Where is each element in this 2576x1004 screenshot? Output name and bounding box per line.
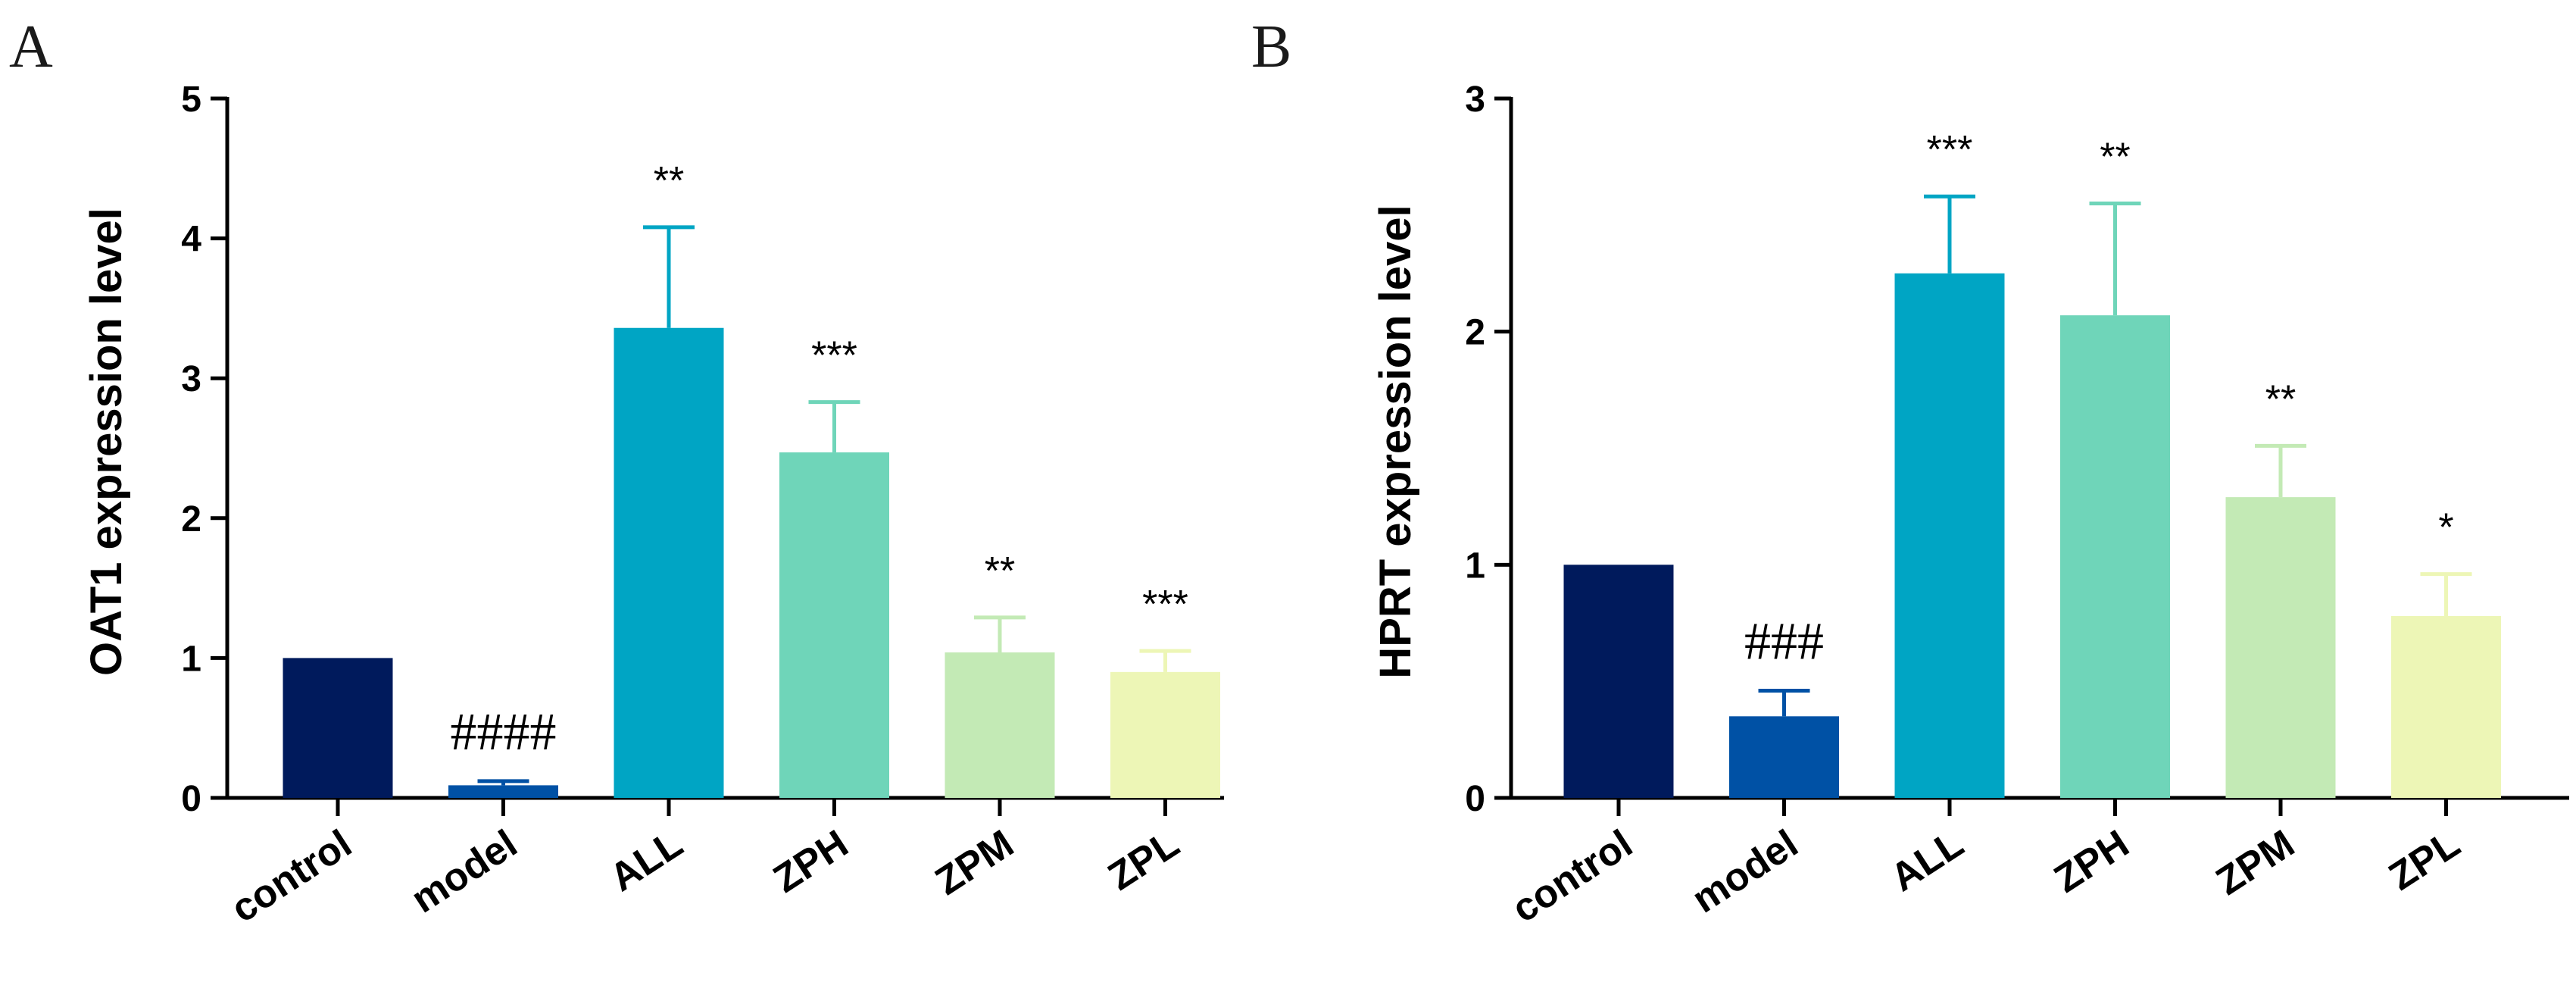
panel-a-annotation-zpl: *** — [1142, 583, 1188, 627]
panel-b-annotation-zph: ** — [2100, 135, 2130, 179]
panel-a-letter: A — [9, 14, 53, 80]
panel-a-plot-area: 0 1 2 3 4 5 control #### model ** ALL *** ZPH ** ZPM **… — [181, 80, 1224, 931]
panel-a-annotation-model: #### — [451, 703, 557, 762]
panel-b-annotation-all: *** — [1927, 128, 1973, 172]
panel-a-category-label-all: ALL — [602, 821, 690, 900]
panel-b-letter: B — [1251, 14, 1291, 80]
panel-a-category-label-control: control — [223, 821, 359, 931]
panel-a-y-tick-label: 0 — [181, 779, 201, 819]
panel-b-y-tick-label: 0 — [1465, 779, 1485, 819]
panel-b-annotation-model: ### — [1744, 612, 1824, 671]
panel-b-y-tick-label: 3 — [1465, 80, 1485, 120]
panel-b-bar-model — [1729, 716, 1839, 798]
panel-a-annotation-all: ** — [654, 159, 684, 203]
panel-b-bar-zpl — [2391, 616, 2501, 798]
panel-a-y-tick-label: 2 — [181, 499, 201, 540]
panel-a-category-label-model: model — [404, 821, 525, 921]
panel-a-bar-control — [283, 658, 393, 798]
panel-a-bar-model — [448, 785, 558, 798]
panel-a-bar-zpl — [1110, 671, 1220, 798]
panel-b-category-label-zph: ZPH — [2047, 821, 2137, 901]
panel-a-category-label-zph: ZPH — [766, 821, 856, 901]
panel-b-bar-zph — [2060, 315, 2170, 798]
panel-a-y-tick-label: 3 — [181, 359, 201, 399]
panel-a-y-axis-label: OAT1 expression level — [82, 208, 131, 676]
panel-a-y-tick-label: 4 — [181, 220, 201, 260]
panel-b-y-tick-label: 2 — [1465, 313, 1485, 353]
panel-a-annotation-zph: *** — [811, 334, 857, 378]
panel-b-category-label-zpm: ZPM — [2209, 821, 2303, 903]
panel-a-bar-zpm — [945, 652, 1055, 798]
panel-b-bar-zpm — [2225, 497, 2336, 798]
panel-b-annotation-zpm: ** — [2265, 377, 2296, 421]
panel-b-bar-control — [1563, 565, 1674, 798]
panel-a-category-label-zpm: ZPM — [928, 821, 1022, 903]
panel-b-category-label-control: control — [1504, 821, 1640, 931]
panel-a-y-tick-label: 5 — [181, 80, 201, 120]
panel-b-category-label-zpl: ZPL — [2381, 821, 2468, 899]
panel-a-category-label-zpl: ZPL — [1101, 821, 1187, 899]
panel-b-category-label-all: ALL — [1883, 821, 1971, 900]
panel-b-annotation-zpl: * — [2438, 506, 2453, 550]
panel-a-annotation-zpm: ** — [985, 549, 1015, 593]
panel-a-bar-all — [614, 327, 724, 798]
panel-b-category-label-model: model — [1685, 821, 1806, 921]
panel-b-plot-area: 0 1 2 3 control ### model *** ALL ** ZPH ** ZPM * ZPL — [1465, 80, 2569, 931]
panel-b-y-axis-label: HPRT expression level — [1371, 205, 1420, 678]
panel-a: A OAT1 expression level 0 1 2 3 4 5 control ###… — [9, 14, 1224, 931]
panel-a-y-tick-label: 1 — [181, 639, 201, 679]
panel-b: B HPRT expression level 0 1 2 3 control ### mo… — [1251, 14, 2569, 931]
panel-a-bar-zph — [779, 452, 889, 798]
panel-b-bar-all — [1894, 273, 2005, 798]
panel-b-y-tick-label: 1 — [1465, 546, 1485, 586]
